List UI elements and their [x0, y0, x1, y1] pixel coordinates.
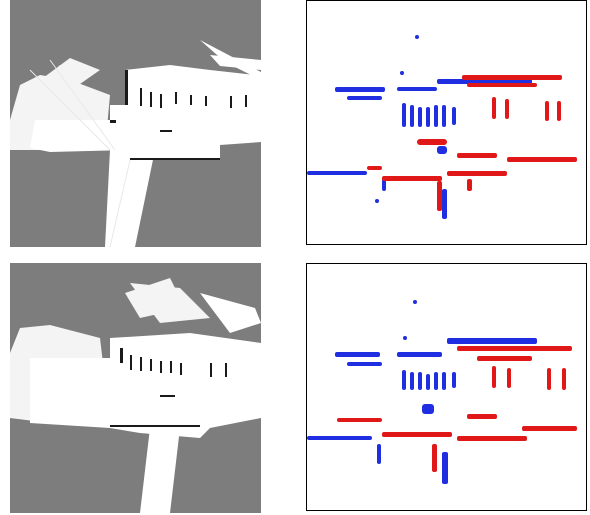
- point-cloud-overlay-icon: [307, 300, 577, 484]
- point-cloud-top: [306, 0, 587, 245]
- occupancy-grid-map-icon: [10, 263, 261, 513]
- occupancy-map-top: [10, 0, 261, 247]
- occupancy-map-bottom: [10, 263, 261, 513]
- occupancy-grid-map-icon: [10, 0, 261, 247]
- point-cloud-bottom: [306, 263, 587, 511]
- point-cloud-overlay-icon: [307, 35, 577, 219]
